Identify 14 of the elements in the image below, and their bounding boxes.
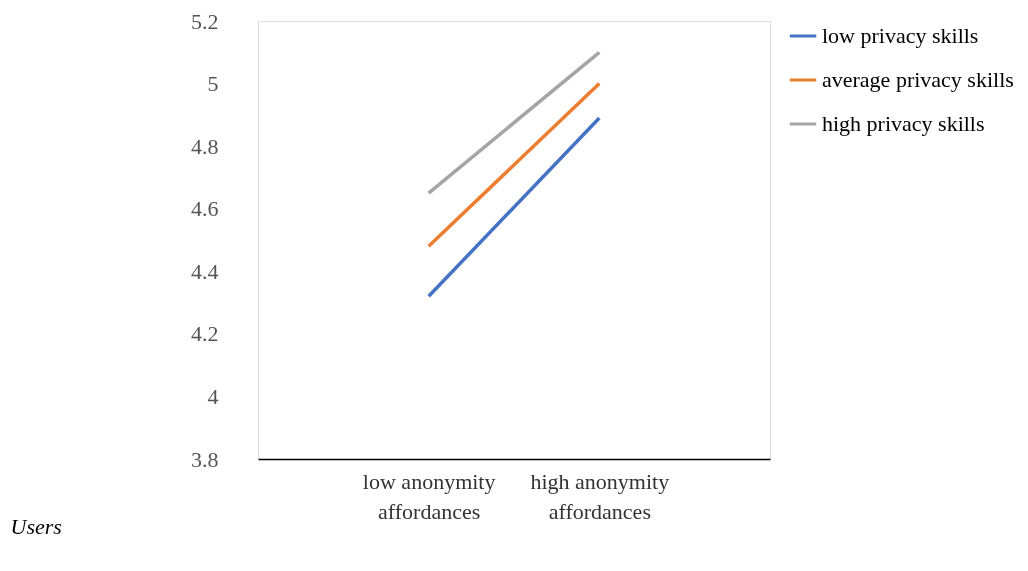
y-tick-label: 5 — [207, 71, 219, 97]
y-tick-label: 4.8 — [191, 133, 219, 159]
y-tick-label: 5.2 — [191, 8, 219, 34]
legend-label: average privacy skills — [822, 67, 1014, 92]
legend-label: low privacy skills — [822, 23, 979, 48]
y-tick-label: 3.8 — [191, 446, 219, 472]
legend-label: high privacy skills — [822, 111, 985, 136]
x-tick-label: low anonymity affordances — [362, 468, 496, 524]
text: Users — [10, 514, 62, 539]
y-tick-label: 4.6 — [191, 196, 219, 222]
y-tick-label: 4.2 — [191, 321, 219, 347]
y-tick-label: 4 — [207, 383, 219, 409]
y-tick-label: 4.4 — [191, 258, 219, 284]
x-tick-label: high anonymity affordances — [530, 468, 670, 524]
